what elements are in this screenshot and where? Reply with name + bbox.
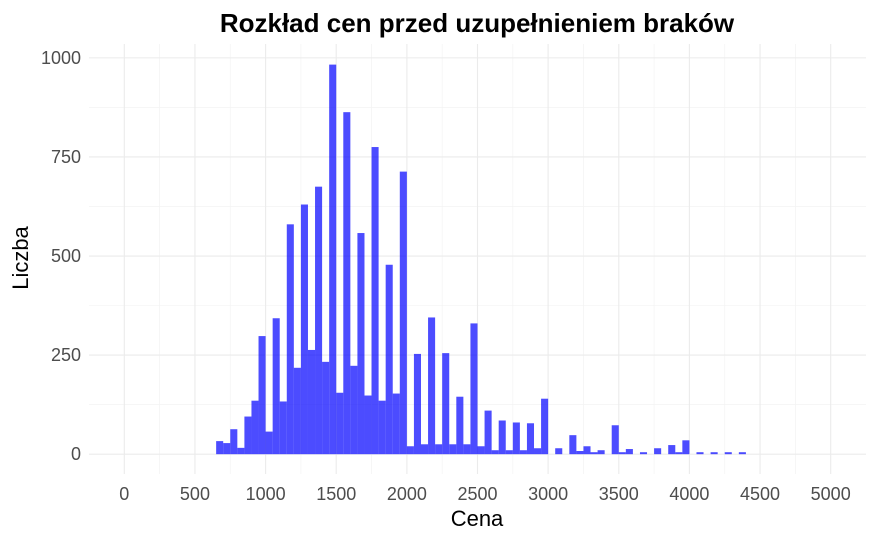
histogram-bar <box>350 365 358 455</box>
histogram-bar <box>385 264 393 455</box>
histogram-bar <box>251 400 259 455</box>
histogram-bar <box>477 446 485 455</box>
histogram-bar <box>392 393 400 455</box>
histogram-bar <box>307 349 316 455</box>
histogram-bar <box>265 431 273 455</box>
histogram-bar <box>435 444 443 455</box>
histogram-bar <box>526 423 535 455</box>
histogram-bar <box>286 224 294 455</box>
histogram-bar <box>343 112 351 455</box>
y-tick-label: 1000 <box>41 48 81 68</box>
histogram-bar <box>675 452 683 455</box>
histogram-bar <box>442 353 450 455</box>
x-tick-label: 1500 <box>316 484 356 504</box>
histogram-bar <box>406 446 414 455</box>
histogram-bar <box>491 450 499 455</box>
x-tick-labels: 0 500 1000 1500 2000 2500 3000 3500 4000 4500 5000 <box>119 484 850 504</box>
x-tick-label: 2500 <box>457 484 497 504</box>
histogram-bar <box>336 392 344 455</box>
histogram-bar <box>463 444 471 455</box>
y-axis-title: Liczba <box>8 225 33 289</box>
histogram-bar <box>668 445 676 455</box>
histogram-bar <box>420 444 429 455</box>
x-tick-label: 0 <box>119 484 129 504</box>
histogram-bar <box>618 452 626 455</box>
histogram-bar <box>484 410 492 455</box>
y-tick-label: 250 <box>51 345 81 365</box>
histogram-bar <box>696 452 704 455</box>
histogram-bar <box>378 400 386 455</box>
histogram-bar <box>230 429 238 455</box>
y-tick-label: 0 <box>71 444 81 464</box>
x-tick-label: 500 <box>180 484 210 504</box>
histogram-bar <box>498 420 506 455</box>
bars <box>216 64 746 455</box>
x-tick-label: 5000 <box>811 484 851 504</box>
y-tick-label: 500 <box>51 246 81 266</box>
x-axis-title: Cena <box>451 506 504 531</box>
histogram-bar <box>315 186 323 455</box>
x-tick-label: 3000 <box>528 484 568 504</box>
histogram-bar <box>625 449 633 455</box>
histogram-bar <box>710 452 718 455</box>
histogram-bar <box>357 233 365 455</box>
x-tick-label: 2000 <box>387 484 427 504</box>
histogram-bar <box>216 441 224 455</box>
histogram-bar <box>654 448 662 455</box>
histogram-bar <box>364 395 372 455</box>
x-tick-label: 1000 <box>246 484 286 504</box>
histogram-bar <box>583 446 591 455</box>
histogram-bar <box>555 448 563 455</box>
histogram-bar <box>639 452 648 455</box>
histogram-bar <box>371 147 379 455</box>
histogram-bar <box>738 452 746 455</box>
histogram-bar <box>293 367 301 455</box>
histogram-bar <box>300 204 308 455</box>
histogram-bar <box>597 450 605 455</box>
histogram-bar <box>329 64 337 455</box>
histogram-bar <box>505 450 513 455</box>
histogram-bar <box>322 361 330 455</box>
histogram-bar <box>534 448 542 455</box>
histogram-bar <box>611 425 619 455</box>
chart-title: Rozkład cen przed uzupełnieniem braków <box>220 8 735 38</box>
histogram-bar <box>428 317 436 455</box>
histogram-bar <box>272 318 280 455</box>
histogram-bar <box>470 323 478 455</box>
histogram-bar <box>399 171 407 455</box>
histogram-bar <box>237 447 245 455</box>
histogram-bar <box>512 422 520 455</box>
histogram-bar <box>244 416 252 455</box>
x-tick-label: 4000 <box>669 484 709 504</box>
histogram-bar <box>576 451 584 455</box>
y-tick-labels: 0 250 500 750 1000 <box>41 48 81 464</box>
histogram-bar <box>724 452 732 455</box>
histogram-bar <box>449 444 457 455</box>
y-tick-label: 750 <box>51 147 81 167</box>
histogram-bar <box>682 440 690 455</box>
histogram-bar <box>519 450 527 455</box>
histogram-bar <box>590 452 598 455</box>
histogram-bar <box>223 443 231 455</box>
histogram-bar <box>258 336 266 455</box>
histogram-bar <box>456 396 464 455</box>
histogram-bar <box>413 353 421 455</box>
x-tick-label: 3500 <box>599 484 639 504</box>
x-tick-label: 4500 <box>740 484 780 504</box>
histogram-bar <box>541 398 549 455</box>
histogram-bar <box>279 401 287 455</box>
histogram-bar <box>569 435 577 455</box>
